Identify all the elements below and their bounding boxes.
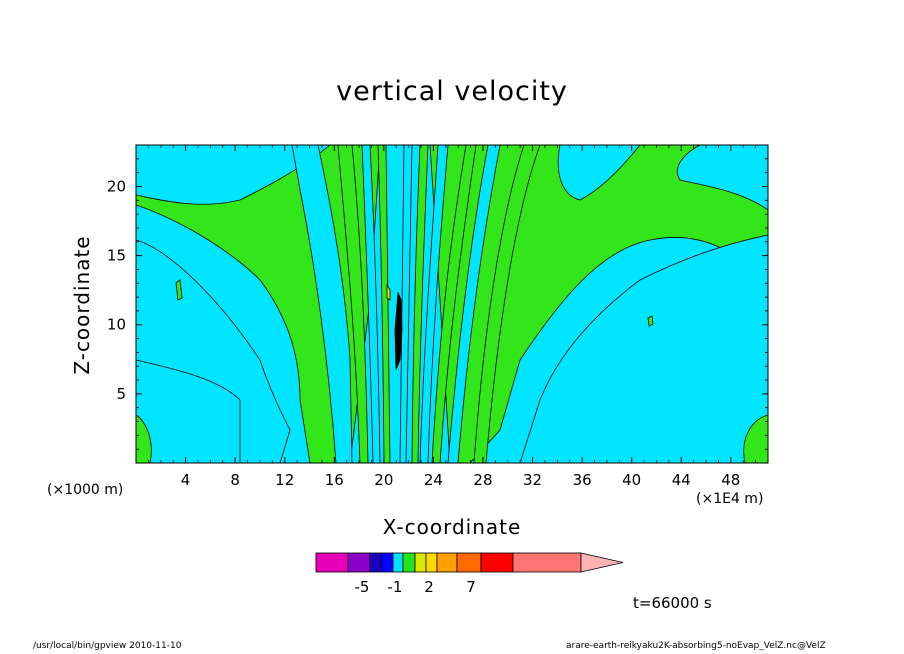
chart-title: vertical velocity (336, 76, 568, 107)
colorbar-cell (380, 552, 394, 573)
colorbar-cell (402, 552, 416, 573)
contour-band-15 (411, 145, 429, 463)
footer-left: /usr/local/bin/gpview 2010-11-10 (33, 641, 182, 651)
contour-band-21 (386, 283, 391, 301)
contour-band-20 (394, 291, 403, 371)
colorbar-cell (347, 552, 371, 573)
colorbar-cell (480, 552, 514, 573)
contour-band-14 (399, 145, 413, 463)
x-tick-label: 12 (275, 471, 294, 489)
y-tick-label: 10 (107, 316, 126, 334)
colorbar-arrow (580, 552, 624, 573)
colorbar-cell (436, 552, 458, 573)
colorbar-cell (315, 552, 349, 573)
x-tick-label: 44 (672, 471, 691, 489)
contour-band-12 (361, 145, 381, 463)
colorbar-tick-label: 7 (466, 578, 476, 596)
contour-band-5 (677, 145, 768, 211)
x-tick-label: 28 (473, 471, 492, 489)
x-tick-label: 24 (424, 471, 443, 489)
colorbar-cell (414, 552, 427, 573)
time-label: t=66000 s (633, 594, 712, 612)
colorbar-cell (512, 552, 582, 573)
contour-band-22 (647, 315, 654, 327)
contour-band-6 (557, 145, 641, 201)
x-tick-label: 48 (721, 471, 740, 489)
x-tick-label: 36 (573, 471, 592, 489)
x-tick-label: 16 (325, 471, 344, 489)
contour-band-11 (337, 145, 369, 463)
colorbar-tick-label: -1 (388, 578, 403, 596)
contour-band-7 (519, 234, 768, 463)
contour-band-13 (377, 145, 391, 463)
colorbar-cell (456, 552, 482, 573)
contour-band-9 (136, 414, 152, 463)
contour-fields (136, 145, 768, 463)
x-axis-unit: (×1E4 m) (696, 491, 764, 507)
contour-band-4 (136, 359, 241, 463)
colorbar: -5 -1 2 7 (315, 552, 624, 596)
y-tick-label: 15 (107, 247, 126, 265)
plot-area (136, 145, 768, 463)
x-tick-label: 4 (181, 471, 191, 489)
x-tick-label: 40 (622, 471, 641, 489)
y-tick-label: 5 (116, 385, 126, 403)
contour-band-16 (419, 145, 449, 463)
y-axis-unit: (×1000 m) (47, 482, 124, 498)
colorbar-cell (392, 552, 404, 573)
footer-right: arare-earth-reikyaku2K-absorbing5-noEvap… (566, 641, 826, 651)
contour-band-17 (431, 145, 477, 463)
colorbar-cell (369, 552, 382, 573)
contour-band-18 (447, 145, 501, 463)
contour-band-19 (473, 145, 541, 463)
x-axis-label: X-coordinate (382, 515, 522, 539)
plot-frame (135, 144, 769, 464)
x-tick-label: 20 (374, 471, 393, 489)
colorbar-tick-label: 2 (424, 578, 434, 596)
y-tick-label: 20 (107, 177, 126, 195)
x-tick-label: 8 (230, 471, 240, 489)
contour-band-23 (175, 279, 183, 301)
colorbar-cell (425, 552, 438, 573)
x-tick-label: 32 (523, 471, 542, 489)
colorbar-tick-label: -5 (355, 578, 370, 596)
